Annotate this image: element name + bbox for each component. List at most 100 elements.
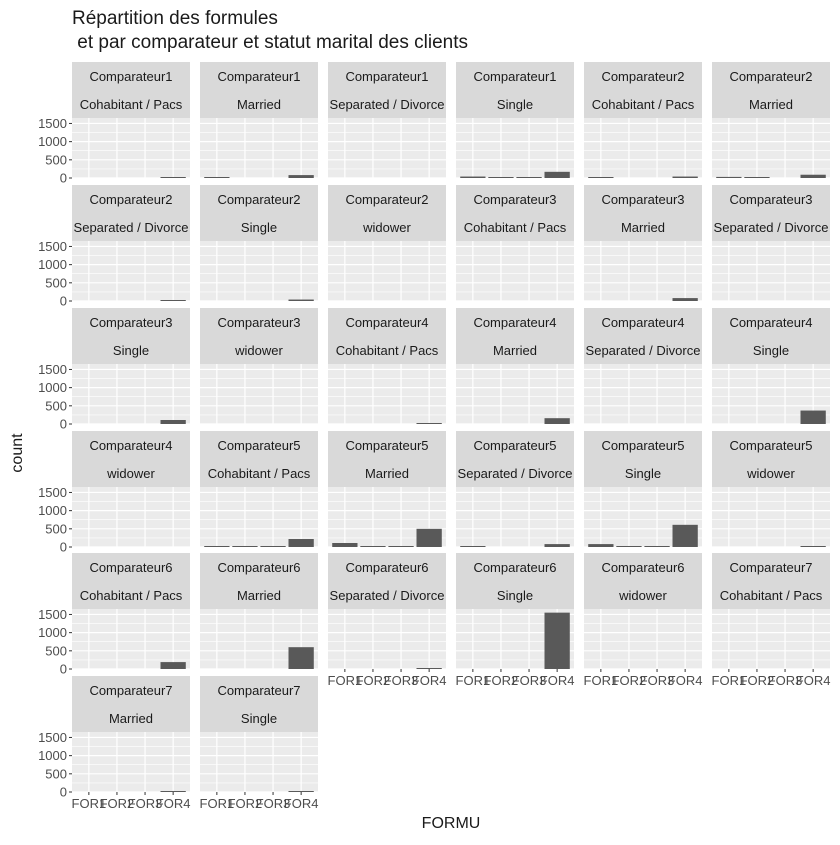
strip-label-statut: Separated / Divorce (330, 588, 445, 603)
strip-label-statut: Married (493, 343, 537, 358)
bar (160, 662, 186, 669)
bar (416, 668, 442, 669)
facet-panel: Comparateur5 Married (328, 431, 446, 548)
y-tick-label: 1000 (38, 625, 67, 640)
facet-strip (584, 431, 702, 487)
strip-label-comparateur: Comparateur2 (729, 69, 812, 84)
facet-strip-labels: Comparateur5 Cohabitant / Pacs (208, 438, 311, 481)
strip-label-statut: Cohabitant / Pacs (720, 588, 823, 603)
bar (544, 612, 570, 669)
bar (288, 175, 314, 178)
y-tick-label: 0 (60, 417, 67, 432)
x-tick-label: FOR3 (512, 673, 547, 688)
x-tick-label: FOR4 (668, 673, 703, 688)
facet-strip (456, 62, 574, 118)
y-tick-label: 1000 (38, 380, 67, 395)
facet-strip-labels: Comparateur4 Single (729, 315, 812, 358)
strip-label-statut: Single (625, 466, 661, 481)
facet-strip-labels: Comparateur5 Single (601, 438, 684, 481)
facet-strip (328, 308, 446, 364)
facet-strip-labels: Comparateur5 Married (345, 438, 428, 481)
facet-panel-bg (200, 241, 318, 301)
facet-panel-bg (328, 364, 446, 424)
bar (388, 546, 414, 547)
facet-strip (456, 431, 574, 487)
facet-strip (584, 553, 702, 609)
facet-strip (328, 62, 446, 118)
strip-label-statut: Married (237, 588, 281, 603)
strip-label-statut: Married (621, 220, 665, 235)
facet-panel: Comparateur3 Separated / Divorce (712, 185, 830, 302)
facet-strip-labels: Comparateur3 Separated / Divorce (714, 192, 829, 235)
facet-panel: Comparateur5 Cohabitant / Pacs (200, 431, 318, 548)
x-tick-label: FOR2 (356, 673, 391, 688)
y-tick-label: 1500 (38, 116, 67, 131)
bar (672, 298, 698, 301)
y-tick-label: 500 (45, 398, 67, 413)
facet-panel: Comparateur2 Single (200, 185, 318, 302)
bar (160, 791, 186, 792)
facet-strip (72, 62, 190, 118)
y-tick-label: 1000 (38, 134, 67, 149)
facet-panel: Comparateur3 Married (584, 185, 702, 302)
facet-strip-labels: Comparateur6 Separated / Divorce (330, 560, 445, 603)
x-tick-label: FOR3 (384, 673, 419, 688)
x-tick-label: FOR3 (256, 796, 291, 811)
facet-panel: Comparateur6 Cohabitant / Pacs 0 500 1000 150… (38, 553, 190, 677)
facet-strip-labels: Comparateur2 widower (345, 192, 428, 235)
bar (288, 539, 314, 547)
facet-strip (712, 308, 830, 364)
facet-panel-bg (584, 118, 702, 178)
strip-label-statut: widower (234, 343, 283, 358)
strip-label-comparateur: Comparateur3 (217, 315, 300, 330)
strip-label-comparateur: Comparateur1 (345, 69, 428, 84)
strip-label-statut: widower (746, 466, 795, 481)
facet-panel-bg (72, 732, 190, 792)
facet-panel-bg (584, 241, 702, 301)
strip-label-comparateur: Comparateur6 (89, 560, 172, 575)
facet-strip-labels: Comparateur6 widower (601, 560, 684, 603)
strip-label-comparateur: Comparateur4 (473, 315, 556, 330)
strip-label-comparateur: Comparateur2 (345, 192, 428, 207)
strip-label-comparateur: Comparateur3 (729, 192, 812, 207)
facet-strip-labels: Comparateur6 Married (217, 560, 300, 603)
facet-strip (72, 431, 190, 487)
bar (260, 546, 286, 547)
facet-strip-labels: Comparateur5 Separated / Divorce (458, 438, 573, 481)
x-tick-label: FOR2 (612, 673, 647, 688)
strip-label-comparateur: Comparateur5 (217, 438, 300, 453)
facet-panel-bg (72, 364, 190, 424)
y-axis-title: count (9, 433, 26, 473)
facet-panel: Comparateur5 Single (584, 431, 702, 548)
facet-panel-bg (712, 609, 830, 669)
facet-strip-labels: Comparateur4 Separated / Divorce (586, 315, 701, 358)
facet-strip (328, 553, 446, 609)
facet-strip (456, 553, 574, 609)
strip-label-statut: Separated / Divorce (74, 220, 189, 235)
bar (544, 544, 570, 547)
x-axis-title: FORMU (422, 815, 481, 832)
strip-label-comparateur: Comparateur3 (473, 192, 556, 207)
strip-label-statut: Cohabitant / Pacs (80, 588, 183, 603)
facet-strip-labels: Comparateur1 Married (217, 69, 300, 112)
facet-strip-labels: Comparateur2 Separated / Divorce (74, 192, 189, 235)
facet-panel: Comparateur3 Cohabitant / Pacs (456, 185, 574, 302)
facet-panel-bg (456, 241, 574, 301)
bar (672, 524, 698, 547)
bar (616, 546, 642, 547)
facet-panel: Comparateur2 Separated / Divorce 0 500 1000 1… (38, 185, 190, 309)
facet-strip-labels: Comparateur1 Cohabitant / Pacs (80, 69, 183, 112)
facet-strip-labels: Comparateur7 Cohabitant / Pacs (720, 560, 823, 603)
bar (460, 546, 486, 547)
strip-label-comparateur: Comparateur4 (729, 315, 812, 330)
facet-panel: Comparateur4 widower 0 500 1000 1500 (38, 431, 190, 555)
facet-strip-labels: Comparateur6 Cohabitant / Pacs (80, 560, 183, 603)
strip-label-statut: Cohabitant / Pacs (464, 220, 567, 235)
facet-panel: Comparateur4 Married (456, 308, 574, 425)
y-tick-label: 0 (60, 785, 67, 800)
y-tick-label: 1000 (38, 503, 67, 518)
y-tick-label: 1500 (38, 362, 67, 377)
